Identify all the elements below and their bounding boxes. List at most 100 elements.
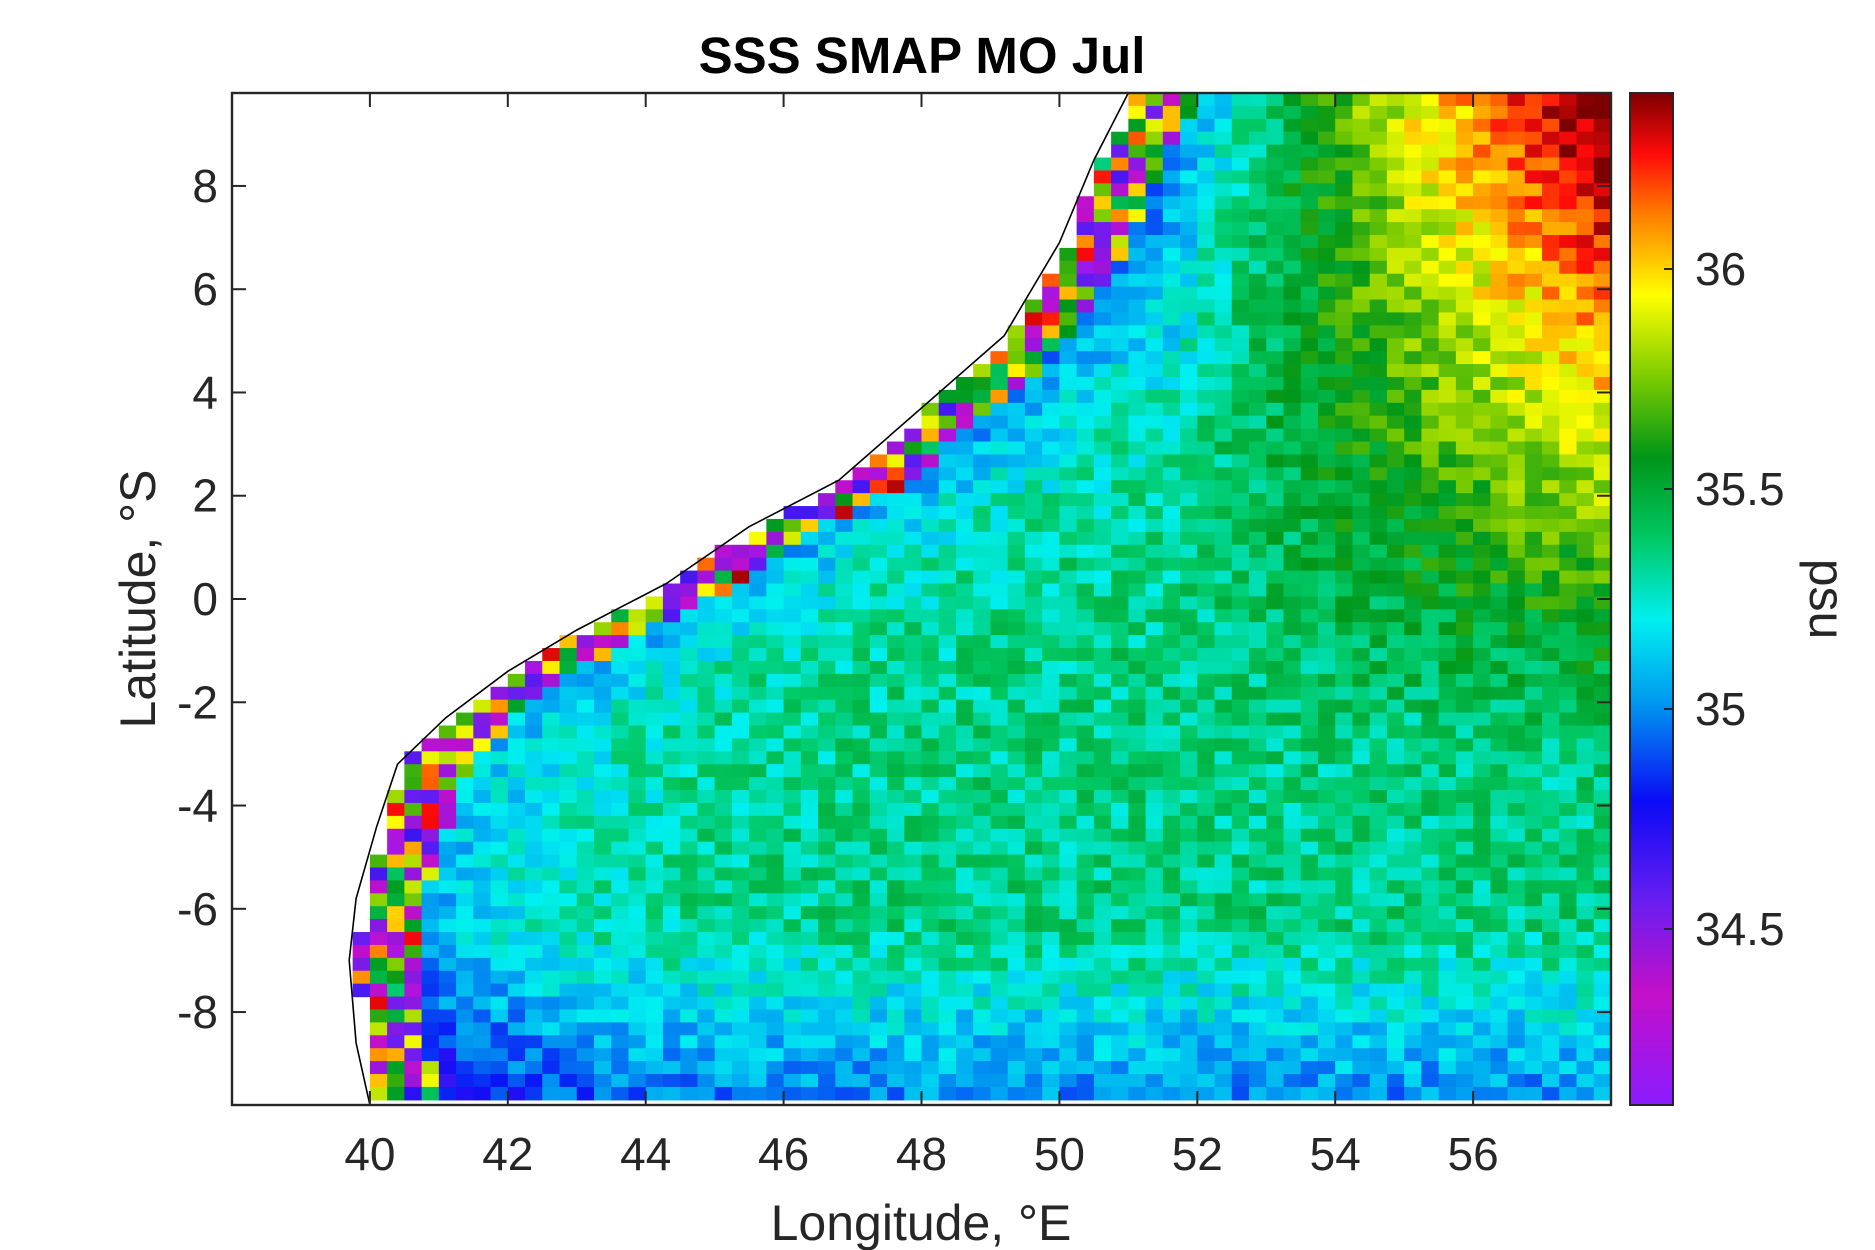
salinity-cell (1421, 544, 1440, 559)
salinity-cell (1369, 506, 1388, 520)
salinity-cell (1576, 557, 1595, 572)
salinity-cell (1042, 699, 1060, 714)
salinity-cell (1593, 841, 1611, 856)
salinity-cell (1300, 725, 1319, 740)
salinity-cell (1162, 1009, 1181, 1023)
salinity-cell (1524, 906, 1543, 920)
salinity-cell (1335, 996, 1354, 1011)
salinity-cell (421, 1035, 440, 1049)
salinity-cell (749, 828, 767, 843)
salinity-cell (1300, 222, 1319, 236)
salinity-cell (1249, 996, 1267, 1011)
salinity-cell (1231, 105, 1250, 120)
salinity-cell (1145, 648, 1164, 662)
salinity-cell (1283, 712, 1302, 727)
salinity-cell (1214, 660, 1233, 675)
salinity-cell (662, 635, 681, 649)
salinity-cell (507, 854, 526, 869)
salinity-cell (1128, 260, 1147, 275)
salinity-cell (1180, 170, 1198, 184)
salinity-cell (818, 648, 836, 662)
salinity-cell (1076, 660, 1095, 675)
salinity-cell (852, 790, 871, 804)
salinity-cell (990, 790, 1009, 804)
salinity-cell (1576, 712, 1595, 727)
salinity-cell (490, 1048, 509, 1062)
salinity-cell (1455, 131, 1474, 146)
salinity-cell (921, 944, 940, 959)
salinity-cell (1007, 1061, 1026, 1075)
salinity-cell (525, 815, 543, 830)
salinity-cell (1214, 428, 1233, 443)
salinity-cell (1352, 635, 1371, 649)
salinity-cell (869, 906, 888, 920)
salinity-cell (1559, 144, 1578, 159)
salinity-cell (1455, 376, 1474, 391)
salinity-cell (576, 932, 595, 946)
salinity-cell (835, 583, 854, 598)
salinity-cell (1042, 673, 1060, 688)
salinity-cell (1576, 983, 1595, 998)
salinity-cell (559, 957, 578, 972)
salinity-cell (1042, 312, 1060, 326)
salinity-cell (800, 557, 819, 572)
salinity-cell (1455, 983, 1474, 998)
salinity-cell (1335, 506, 1354, 520)
salinity-cell (1059, 1061, 1078, 1075)
salinity-cell (955, 712, 974, 727)
salinity-cell (1249, 622, 1267, 636)
salinity-cell (1197, 815, 1216, 830)
salinity-cell (887, 970, 905, 985)
salinity-cell (1438, 273, 1457, 288)
salinity-cell (1162, 583, 1181, 598)
salinity-cell (1524, 777, 1543, 791)
salinity-cell (404, 777, 423, 791)
salinity-cell (1473, 1035, 1491, 1049)
salinity-cell (1404, 157, 1422, 172)
salinity-cell (611, 932, 630, 946)
salinity-cell (490, 841, 509, 856)
salinity-cell (852, 957, 871, 972)
x-tick-label: 50 (1034, 1128, 1085, 1180)
salinity-cell (1111, 725, 1129, 740)
salinity-cell (1524, 118, 1543, 133)
salinity-cell (628, 932, 647, 946)
salinity-cell (1283, 648, 1302, 662)
salinity-cell (955, 802, 974, 817)
salinity-cell (1352, 712, 1371, 727)
salinity-cell (1042, 544, 1060, 559)
salinity-cell (680, 699, 699, 714)
salinity-cell (921, 932, 940, 946)
salinity-cell (1111, 867, 1129, 881)
salinity-cell (1421, 312, 1440, 326)
salinity-cell (628, 790, 647, 804)
salinity-cell (473, 1009, 492, 1023)
salinity-cell (1162, 1035, 1181, 1049)
salinity-cell (576, 790, 595, 804)
salinity-cell (1438, 299, 1457, 314)
salinity-cell (1128, 389, 1147, 404)
salinity-cell (1024, 622, 1043, 636)
salinity-cell (1283, 957, 1302, 972)
salinity-cell (1231, 260, 1250, 275)
salinity-cell (1145, 493, 1164, 507)
salinity-cell (1369, 932, 1388, 946)
salinity-cell (1317, 93, 1336, 107)
salinity-cell (1076, 828, 1095, 843)
salinity-cell (1335, 480, 1354, 494)
salinity-cell (1024, 635, 1043, 649)
salinity-cell (1559, 467, 1578, 481)
salinity-cell (1317, 286, 1336, 301)
salinity-cell (559, 802, 578, 817)
salinity-cell (1093, 247, 1112, 262)
salinity-cell (990, 364, 1009, 378)
salinity-cell (1283, 893, 1302, 907)
salinity-cell (1507, 1009, 1526, 1023)
salinity-cell (1490, 518, 1509, 533)
salinity-cell (990, 1086, 1009, 1101)
salinity-cell (1576, 880, 1595, 894)
salinity-cell (1197, 428, 1216, 443)
salinity-cell (852, 480, 871, 494)
salinity-cell (542, 970, 561, 985)
